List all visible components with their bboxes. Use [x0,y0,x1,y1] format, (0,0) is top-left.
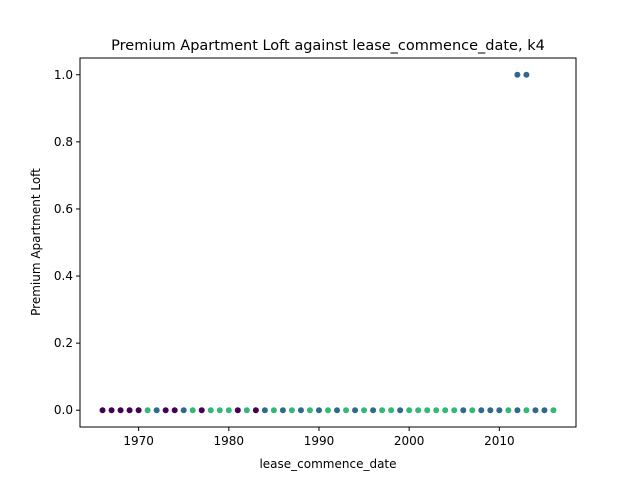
data-point [207,407,214,414]
data-point [514,407,521,414]
y-tick-label: 0.4 [54,269,73,283]
x-tick-label: 1990 [304,434,335,448]
x-axis-ticks: 1970 1980 1990 2000 2010 [123,427,515,448]
data-point [415,407,422,414]
data-point [261,407,268,414]
data-point [460,407,467,414]
data-point [442,407,449,414]
data-point [487,407,494,414]
data-point [469,407,476,414]
data-point [433,407,440,414]
data-point [108,407,115,414]
data-point [343,407,350,414]
x-tick-label: 1970 [123,434,154,448]
data-point [162,407,169,414]
data-point [478,407,485,414]
data-point [288,407,295,414]
data-point [153,407,160,414]
y-axis-label: Premium Apartment Loft [29,168,43,316]
data-point [198,407,205,414]
data-point [216,407,223,414]
data-point [523,407,530,414]
data-point [189,407,196,414]
data-point [334,407,341,414]
y-tick-label: 0.2 [54,336,73,350]
data-point [406,407,413,414]
data-point [306,407,313,414]
data-point [541,407,548,414]
data-point [225,407,232,414]
data-point [451,407,458,414]
data-point [523,71,530,78]
data-point [279,407,286,414]
data-point [144,407,151,414]
data-point [171,407,178,414]
data-point [126,407,133,414]
data-point [234,407,241,414]
data-point [180,407,187,414]
y-tick-label: 0.6 [54,202,73,216]
data-point [117,407,124,414]
data-point [325,407,331,414]
data-point [99,407,106,414]
y-axis-ticks: 0.0 0.2 0.4 0.6 0.8 1.0 [54,68,80,417]
x-axis-label: lease_commence_date [259,457,396,471]
data-point [361,407,368,414]
x-tick-label: 2000 [394,434,425,448]
data-point [243,407,250,414]
data-point [252,407,259,414]
chart-title: Premium Apartment Loft against lease_com… [111,38,545,54]
data-point [424,407,431,414]
data-point [379,407,386,414]
data-point [270,407,277,414]
data-point [397,407,404,414]
data-point [297,407,304,414]
data-point [514,71,521,78]
data-point [370,407,377,414]
y-tick-label: 0.8 [54,135,73,149]
data-point [496,407,503,414]
y-tick-label: 1.0 [54,68,73,82]
data-point [352,407,359,414]
data-point [550,407,557,414]
data-point [505,407,512,414]
x-tick-label: 1980 [214,434,245,448]
data-points [99,71,557,414]
data-point [135,407,142,414]
y-tick-label: 0.0 [54,403,73,417]
data-point [532,407,539,414]
data-point [388,407,395,414]
data-point [315,407,322,414]
x-tick-label: 2010 [484,434,515,448]
plot-frame [79,57,577,428]
